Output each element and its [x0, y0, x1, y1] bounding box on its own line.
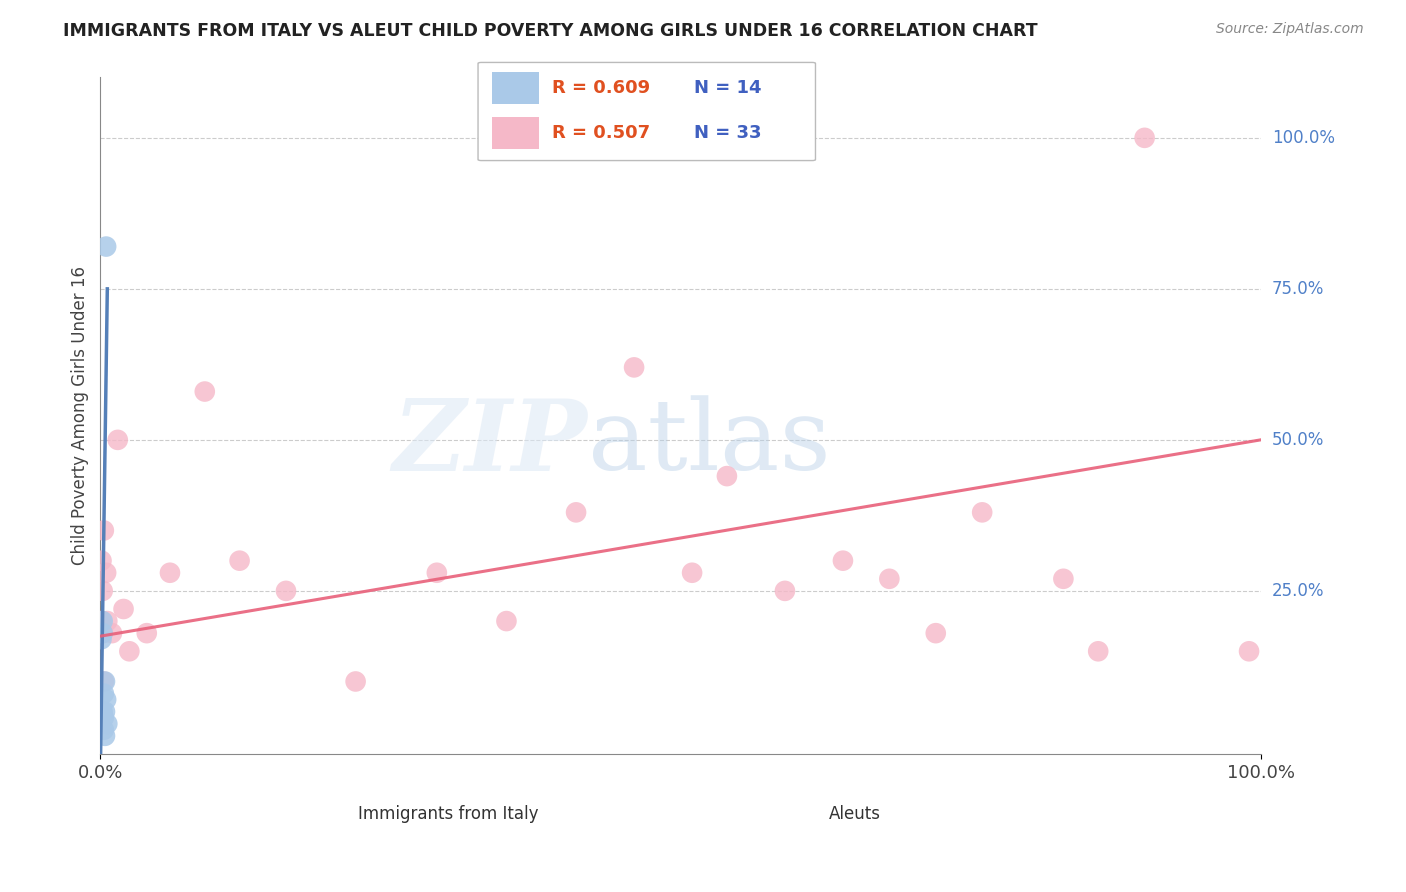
Text: IMMIGRANTS FROM ITALY VS ALEUT CHILD POVERTY AMONG GIRLS UNDER 16 CORRELATION CH: IMMIGRANTS FROM ITALY VS ALEUT CHILD POV… — [63, 22, 1038, 40]
Point — [1237, 644, 1260, 658]
Point — [1052, 572, 1074, 586]
Point — [623, 360, 645, 375]
Point — [681, 566, 703, 580]
Point — [91, 626, 114, 640]
Text: Source: ZipAtlas.com: Source: ZipAtlas.com — [1216, 22, 1364, 37]
Point — [925, 626, 948, 640]
Point — [91, 583, 114, 598]
Point — [495, 614, 517, 628]
Point — [194, 384, 217, 399]
Point — [112, 602, 135, 616]
Text: N = 14: N = 14 — [695, 79, 762, 97]
Text: 25.0%: 25.0% — [1272, 582, 1324, 600]
Point — [94, 674, 117, 689]
Point — [716, 469, 738, 483]
Point — [93, 711, 115, 725]
Point — [90, 705, 112, 719]
Point — [107, 433, 129, 447]
Point — [565, 505, 588, 519]
Point — [118, 644, 141, 658]
Text: R = 0.609: R = 0.609 — [553, 79, 651, 97]
Point — [91, 626, 114, 640]
Point — [1133, 131, 1156, 145]
Point — [228, 554, 250, 568]
Point — [90, 614, 112, 628]
Point — [94, 239, 117, 253]
Point — [135, 626, 157, 640]
Point — [94, 692, 117, 706]
Point — [832, 554, 855, 568]
Point — [93, 723, 115, 737]
Point — [1087, 644, 1109, 658]
Point — [96, 614, 118, 628]
Text: 50.0%: 50.0% — [1272, 431, 1324, 449]
Point — [96, 716, 118, 731]
Point — [91, 705, 114, 719]
Point — [93, 674, 115, 689]
Text: ZIP: ZIP — [392, 394, 588, 491]
Y-axis label: Child Poverty Among Girls Under 16: Child Poverty Among Girls Under 16 — [72, 266, 89, 566]
Point — [93, 687, 115, 701]
Point — [94, 705, 117, 719]
Text: 100.0%: 100.0% — [1272, 128, 1334, 147]
Point — [101, 626, 124, 640]
FancyBboxPatch shape — [478, 62, 815, 161]
Point — [94, 566, 117, 580]
Point — [91, 614, 114, 628]
Point — [274, 583, 297, 598]
Point — [90, 632, 112, 647]
Text: R = 0.507: R = 0.507 — [553, 124, 651, 142]
Text: N = 33: N = 33 — [695, 124, 762, 142]
Point — [159, 566, 181, 580]
Text: Aleuts: Aleuts — [828, 805, 880, 822]
Point — [94, 729, 117, 743]
Bar — [492, 72, 538, 103]
Bar — [492, 118, 538, 149]
Point — [90, 554, 112, 568]
Point — [773, 583, 796, 598]
Point — [972, 505, 994, 519]
Text: Immigrants from Italy: Immigrants from Italy — [359, 805, 538, 822]
Point — [344, 674, 367, 689]
Point — [426, 566, 449, 580]
Text: atlas: atlas — [588, 395, 831, 491]
Point — [879, 572, 901, 586]
Text: 75.0%: 75.0% — [1272, 280, 1324, 298]
Point — [93, 524, 115, 538]
